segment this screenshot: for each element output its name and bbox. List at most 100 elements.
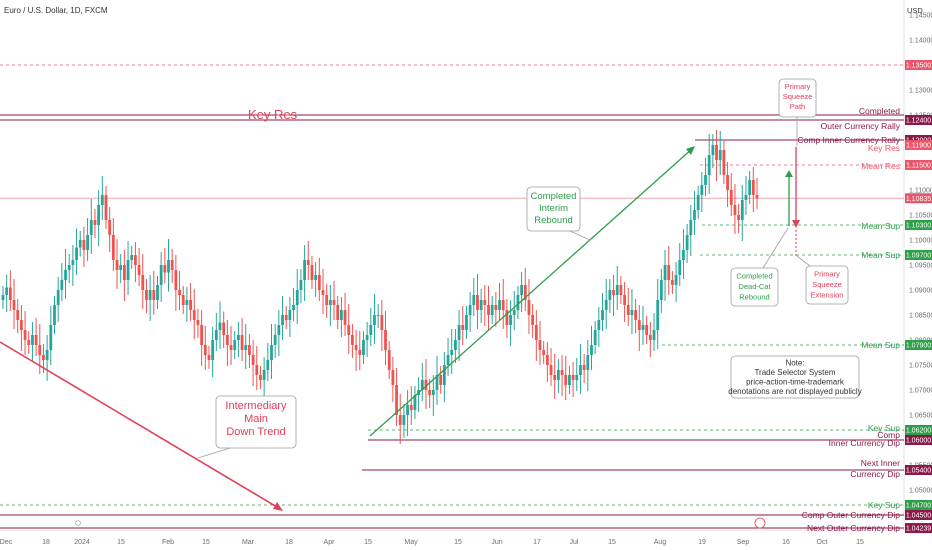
candle-body [174, 270, 178, 290]
candle-body [604, 300, 608, 310]
candle-body [93, 220, 97, 225]
level-label-key-sup-2: Key Sup [868, 500, 900, 510]
candle-body [682, 250, 685, 260]
candle-body [317, 275, 321, 290]
candle-body [111, 235, 115, 260]
completed-dead-cat-rebound-text: Rebound [739, 293, 769, 302]
candle-body [678, 260, 682, 275]
candle-body [218, 322, 222, 330]
level-label-mean-res: Mean Res [861, 161, 900, 171]
candle-body [380, 315, 384, 330]
candle-body [255, 365, 259, 375]
candle-body [64, 270, 67, 280]
candle-body [718, 150, 722, 160]
candle-body [431, 390, 435, 395]
candle-body [744, 195, 748, 200]
price-tag-label: 1.10835 [906, 196, 931, 203]
candle-body [292, 305, 295, 310]
candle-body [321, 290, 325, 295]
candle-body [16, 310, 20, 320]
candle-body [86, 235, 89, 250]
time-tick-label: 15 [117, 539, 125, 546]
level-label-mean-sup: Mean Sup [861, 221, 900, 231]
completed-interim-rebound-text: Completed [531, 191, 577, 202]
candle-body [100, 195, 104, 205]
candle-body [351, 335, 354, 345]
price-tick-label: 1.14000 [909, 38, 932, 45]
candle-body [726, 175, 729, 190]
price-tag-label: 1.09700 [906, 253, 931, 260]
candle-body [358, 350, 362, 355]
candle-body [465, 315, 468, 330]
time-tick-label: Sep [737, 539, 750, 546]
candle-body [387, 350, 391, 370]
candle-body [288, 310, 292, 320]
price-tag-label: 1.06000 [906, 438, 931, 445]
candle-body [384, 330, 387, 350]
candle-body [556, 370, 560, 380]
candle-body [178, 290, 181, 295]
candle-body [284, 315, 288, 320]
candle-body [700, 185, 704, 195]
candle-body [78, 240, 82, 248]
price-tag-box [905, 250, 932, 260]
time-tick-label: 15 [608, 539, 616, 546]
candle-body [645, 325, 649, 335]
candle-body [159, 265, 163, 285]
down-trend-arrowhead [273, 502, 283, 511]
candle-body [663, 265, 667, 280]
candle-body [601, 310, 604, 320]
candle-body [332, 300, 336, 305]
note-text: price-action-time-trademark [746, 378, 845, 387]
candle-body [181, 295, 185, 305]
note-text: denotations are not displayed publicly [728, 387, 861, 396]
candle-body [339, 310, 343, 320]
price-tick-label: 1.09500 [909, 263, 932, 270]
candle-body [200, 325, 204, 345]
candle-body [67, 265, 71, 270]
candle-body [259, 375, 262, 380]
level-lines: Completed Outer Currency Rally Comp Inner … [0, 64, 904, 533]
down-trend-line [0, 341, 283, 511]
candle-body [82, 240, 86, 250]
candle-body [167, 260, 170, 273]
primary-squeeze-path-box [778, 78, 817, 118]
time-tick-label: Aug [654, 539, 667, 546]
time-tick-label: 15 [856, 539, 864, 546]
candle-body [108, 220, 112, 235]
candle-body [5, 287, 9, 295]
intermediary-main-down-trend-text: Main [244, 413, 268, 425]
candle-body [262, 370, 266, 380]
candle-body [97, 205, 101, 225]
candle-body [277, 325, 281, 335]
candle-body [626, 305, 630, 315]
squeeze-extension-pointer [796, 255, 811, 267]
candle-body [527, 300, 531, 315]
price-tag-label: 1.13500 [906, 63, 931, 70]
candle-body [189, 300, 192, 310]
candle-body [306, 260, 310, 265]
candle-body [671, 280, 674, 285]
candle-body [391, 370, 395, 385]
price-tag-label: 1.11500 [906, 163, 931, 170]
candle-body [325, 295, 329, 305]
candle-body [483, 300, 487, 305]
candle-body [303, 260, 306, 280]
candle-body [608, 290, 612, 300]
candle-body [693, 210, 696, 220]
level-label-mean-sup-2: Mean Sup [861, 250, 900, 260]
candle-body [185, 300, 189, 305]
candle-body [696, 195, 700, 210]
candle-body [597, 320, 601, 330]
candle-body [531, 315, 535, 325]
candle-body [336, 305, 340, 320]
candle-body [347, 325, 351, 335]
candle-body [126, 260, 130, 280]
candle-body [685, 235, 689, 250]
candle-body [141, 275, 145, 290]
candle-body [439, 375, 443, 385]
candle-body [564, 375, 568, 385]
candle-body [659, 280, 663, 300]
candle-body [575, 375, 579, 380]
